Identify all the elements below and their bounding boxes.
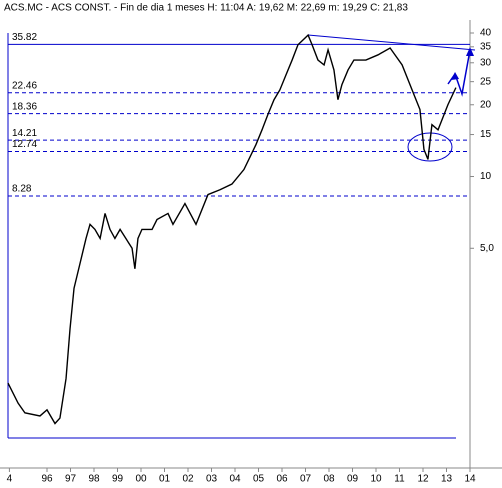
y-tick-label: 30 (480, 57, 492, 68)
x-tick-label: 07 (300, 474, 312, 485)
x-tick-label: 09 (347, 474, 359, 485)
y-tick-label: 35 (480, 41, 492, 52)
arrow-head (466, 47, 474, 56)
level-label: 35.82 (12, 32, 37, 43)
x-tick-label: 12 (417, 474, 429, 485)
y-tick-label: 20 (480, 99, 492, 110)
x-tick-label: 00 (135, 474, 147, 485)
x-tick-label: 98 (88, 474, 100, 485)
level-label: 14.21 (12, 128, 37, 139)
x-tick-label: 05 (253, 474, 265, 485)
y-tick-label: 25 (480, 76, 492, 87)
x-tick-label: 02 (182, 474, 194, 485)
level-label: 18.36 (12, 101, 37, 112)
x-tick-label: 04 (229, 474, 241, 485)
x-tick-label: 96 (41, 474, 53, 485)
y-tick-label: 10 (480, 171, 492, 182)
x-tick-label: 4 (7, 474, 13, 485)
chart-title: ACS.MC - ACS CONST. - Fin de dia 1 meses… (4, 3, 408, 14)
circle-annotation (407, 132, 453, 162)
x-tick-label: 99 (112, 474, 124, 485)
price-line (7, 33, 457, 425)
level-label: 22.46 (12, 80, 37, 91)
x-tick-label: 08 (323, 474, 335, 485)
arrow-head (451, 72, 459, 80)
level-label: 12.74 (12, 139, 37, 150)
x-tick-label: 97 (65, 474, 77, 485)
trend-line (307, 34, 476, 51)
x-tick-label: 11 (394, 474, 405, 485)
x-tick-label: 13 (441, 474, 453, 485)
x-tick-label: 10 (370, 474, 382, 485)
y-tick-label: 15 (480, 129, 492, 140)
level-label: 8.28 (12, 184, 32, 195)
x-tick-label: 01 (159, 474, 171, 485)
x-tick-label: 06 (276, 474, 288, 485)
x-tick-label: 03 (206, 474, 218, 485)
y-tick-label: 5,0 (480, 243, 494, 254)
y-tick-label: 40 (480, 28, 492, 39)
x-tick-label: 14 (464, 474, 476, 485)
